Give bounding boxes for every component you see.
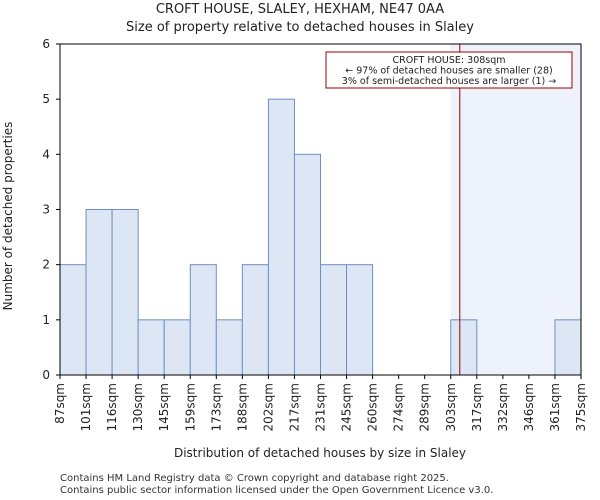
bar bbox=[450, 319, 478, 376]
chart-subtitle: Size of property relative to detached ho… bbox=[126, 20, 474, 35]
x-tick-label: 274sqm bbox=[392, 383, 406, 431]
histogram-chart: 0 1 2 3 4 5 6 87sqm 101sqm 116sqm 130sqm 145sqm 159s… bbox=[1, 37, 588, 460]
chart-title: CROFT HOUSE, SLALEY, HEXHAM, NE47 0AA bbox=[155, 2, 445, 17]
bar bbox=[111, 209, 139, 376]
bar bbox=[241, 264, 269, 376]
annotation-title: CROFT HOUSE: 308sqm bbox=[392, 55, 505, 66]
y-tick-label: 5 bbox=[42, 92, 50, 106]
annotation-box bbox=[325, 51, 573, 89]
x-tick-label: 202sqm bbox=[261, 383, 275, 431]
annotation-larger: 3% of semi-detached houses are larger (1… bbox=[342, 76, 556, 87]
footer-copyright: Contains HM Land Registry data © Crown c… bbox=[60, 473, 449, 484]
bar bbox=[85, 209, 113, 376]
bar bbox=[59, 264, 87, 376]
bar bbox=[293, 153, 322, 376]
x-tick-label: 217sqm bbox=[287, 383, 301, 431]
x-tick-label: 332sqm bbox=[496, 383, 510, 431]
y-tick-label: 2 bbox=[42, 258, 50, 272]
x-tick-label: 317sqm bbox=[470, 383, 484, 431]
x-tick-label: 303sqm bbox=[444, 383, 458, 431]
bar bbox=[554, 319, 582, 376]
x-tick-label: 346sqm bbox=[522, 383, 536, 431]
footer-licence: Contains public sector information licen… bbox=[60, 485, 494, 496]
annotation-smaller: ← 97% of detached houses are smaller (28… bbox=[345, 66, 552, 77]
x-tick-label: 375sqm bbox=[574, 383, 588, 431]
bar bbox=[215, 319, 243, 376]
x-tick-label: 159sqm bbox=[183, 383, 197, 431]
y-tick-label: 6 bbox=[42, 37, 50, 51]
x-tick-label: 87sqm bbox=[53, 383, 67, 424]
x-tick-label: 361sqm bbox=[548, 383, 562, 431]
y-tick-label: 1 bbox=[42, 313, 50, 327]
x-tick-label: 260sqm bbox=[366, 383, 380, 431]
bar bbox=[163, 319, 191, 376]
x-tick-label: 231sqm bbox=[314, 383, 328, 431]
y-tick-label: 4 bbox=[42, 147, 50, 161]
x-tick-label: 173sqm bbox=[209, 383, 223, 431]
x-tick-label: 145sqm bbox=[157, 383, 171, 431]
x-tick-label: 101sqm bbox=[79, 383, 93, 431]
x-tick-label: 116sqm bbox=[105, 383, 119, 431]
bar bbox=[137, 319, 165, 376]
y-tick-label: 3 bbox=[42, 203, 50, 217]
bar bbox=[320, 264, 348, 376]
x-tick-label: 130sqm bbox=[131, 383, 145, 431]
y-tick-label: 0 bbox=[42, 368, 50, 382]
x-tick-label: 188sqm bbox=[235, 383, 249, 431]
bar bbox=[189, 264, 217, 376]
bar bbox=[346, 264, 374, 376]
x-axis-label: Distribution of detached houses by size … bbox=[174, 446, 466, 460]
x-tick-label: 289sqm bbox=[418, 383, 432, 431]
y-axis-label: Number of detached properties bbox=[1, 122, 15, 311]
bar bbox=[267, 98, 295, 376]
x-tick-label: 245sqm bbox=[340, 383, 354, 431]
